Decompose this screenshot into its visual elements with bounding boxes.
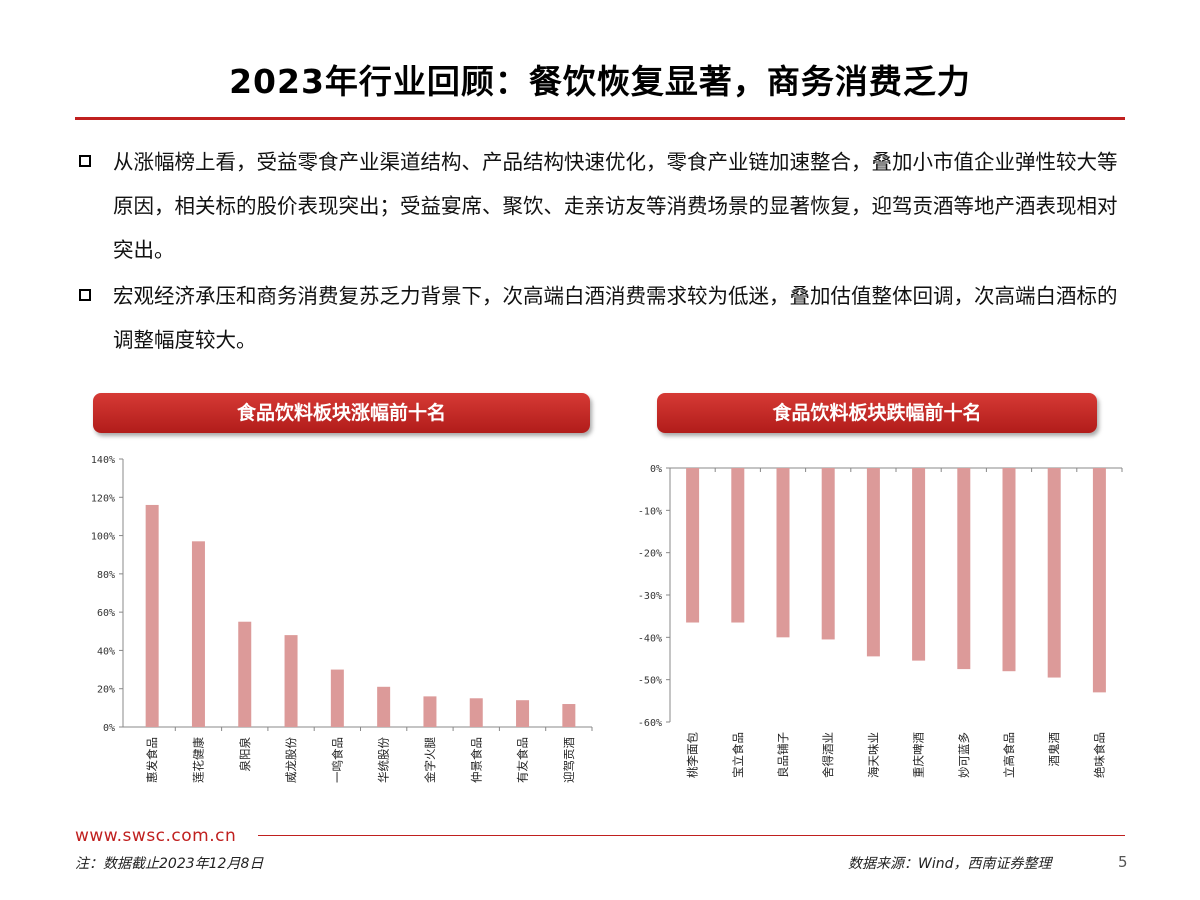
category-label: 迎驾贡酒	[562, 737, 576, 783]
y-tick-label: 40%	[97, 646, 115, 657]
category-label: 重庆啤酒	[912, 732, 926, 778]
footer-url: www.swsc.com.cn	[75, 826, 237, 846]
bar	[866, 468, 880, 657]
category-label: 宝立食品	[731, 732, 745, 778]
y-tick-label: -30%	[638, 591, 662, 602]
footer-note: 注：数据截止2023年12月8日	[75, 856, 264, 872]
category-label: 惠发食品	[145, 737, 159, 783]
y-tick-label: -50%	[638, 676, 662, 687]
bar	[145, 504, 159, 727]
bar	[1002, 468, 1016, 672]
y-tick-label: 140%	[91, 455, 115, 466]
bar	[423, 696, 437, 727]
bar	[516, 700, 530, 727]
bar	[821, 468, 835, 640]
losers-bar-chart: 0% -10% -20% -30% -40% -50% -60% 桃李面包 宝立食品 良品铺子 舍得…	[638, 464, 1123, 778]
category-label: 舍得酒业	[821, 732, 835, 778]
category-label: 良品铺子	[776, 732, 790, 778]
bar	[238, 621, 252, 727]
slide-title: 2023年行业回顾：餐饮恢复显著，商务消费乏力	[229, 62, 971, 101]
category-label: 泉阳泉	[238, 737, 252, 772]
y-tick-label: 60%	[97, 608, 115, 619]
category-label: 妙可蓝多	[957, 732, 971, 778]
category-label: 一鸣食品	[330, 737, 344, 783]
bullet-text: 宏观经济承压和商务消费复苏乏力背景下，次高端白酒消费需求较为低迷，叠加估值整体回…	[113, 284, 1118, 352]
category-label: 仲景食品	[469, 737, 483, 783]
bar	[912, 468, 926, 661]
category-label: 桃李面包	[686, 732, 700, 778]
bar	[686, 468, 700, 623]
y-tick-label: 0%	[650, 464, 662, 475]
bar	[469, 698, 483, 727]
y-tick-label: -20%	[638, 549, 662, 560]
y-tick-label: 0%	[103, 723, 115, 734]
bullet-item: 从涨幅榜上看，受益零食产业渠道结构、产品结构快速优化，零食产业链加速整合，叠加小…	[75, 140, 1135, 272]
category-label: 华统股份	[377, 737, 391, 783]
square-bullet-icon	[79, 289, 91, 301]
bullet-item: 宏观经济承压和商务消费复苏乏力背景下，次高端白酒消费需求较为低迷，叠加估值整体回…	[75, 274, 1135, 362]
bar	[957, 468, 971, 670]
y-tick-label: 20%	[97, 685, 115, 696]
category-label: 莲花健康	[191, 737, 205, 783]
bar	[776, 468, 790, 638]
bullet-list: 从涨幅榜上看，受益零食产业渠道结构、产品结构快速优化，零食产业链加速整合，叠加小…	[75, 140, 1135, 364]
bar	[377, 686, 391, 727]
data-source: 数据来源：Wind，西南证券整理	[848, 856, 1052, 872]
category-label: 海天味业	[866, 732, 880, 778]
y-tick-label: 80%	[97, 570, 115, 581]
category-label: 金字火腿	[423, 737, 437, 783]
square-bullet-icon	[79, 155, 91, 167]
title-divider	[75, 117, 1125, 120]
category-label: 绝味食品	[1092, 732, 1106, 778]
bar	[1092, 468, 1106, 693]
gainers-bar-chart: 0% 20% 40% 60% 80% 100% 120% 140% 惠发食品 莲花健康 泉阳泉 威龙股…	[91, 455, 593, 783]
y-tick-label: 120%	[91, 493, 115, 504]
bar	[284, 635, 298, 727]
chart-title-losers: 食品饮料板块跌幅前十名	[657, 393, 1097, 433]
category-label: 酒鬼酒	[1047, 732, 1061, 767]
footer-divider	[258, 835, 1125, 836]
bar	[1047, 468, 1061, 678]
y-tick-label: -10%	[638, 506, 662, 517]
category-label: 威龙股份	[284, 737, 298, 783]
category-label: 立高食品	[1002, 732, 1016, 778]
bar	[191, 541, 205, 727]
bar	[330, 669, 344, 727]
bar	[731, 468, 745, 623]
category-label: 有友食品	[516, 737, 530, 783]
y-tick-label: 100%	[91, 532, 115, 543]
y-tick-label: -60%	[638, 718, 662, 729]
chart-title-gainers: 食品饮料板块涨幅前十名	[93, 393, 590, 433]
bar	[562, 704, 576, 727]
y-tick-label: -40%	[638, 633, 662, 644]
bullet-text: 从涨幅榜上看，受益零食产业渠道结构、产品结构快速优化，零食产业链加速整合，叠加小…	[113, 150, 1118, 262]
page-number: 5	[1118, 853, 1128, 871]
